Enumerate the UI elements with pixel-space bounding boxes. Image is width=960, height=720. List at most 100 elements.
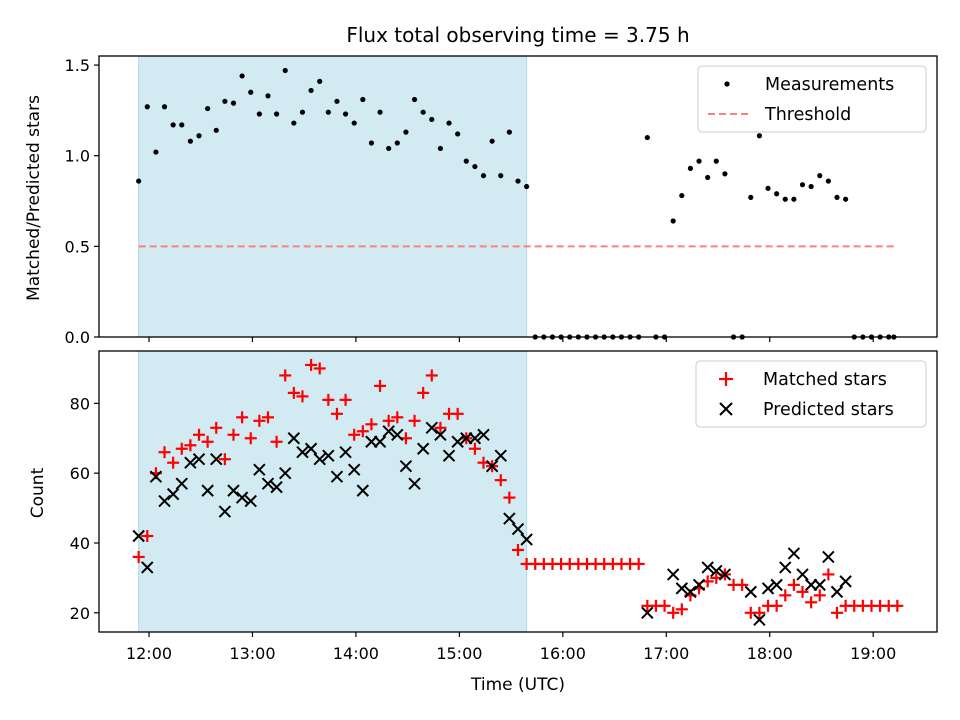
bottom-legend-box [695, 360, 927, 428]
matched-star-point [494, 474, 507, 487]
predicted-star-point [416, 442, 430, 455]
predicted-star-point [270, 480, 283, 494]
predicted-star-point [710, 564, 723, 578]
matched-star-point [270, 435, 283, 448]
predicted-star-point [304, 442, 318, 455]
predicted-star-point [425, 421, 438, 435]
predicted-star-point [313, 453, 326, 466]
predicted-star-point [770, 578, 783, 592]
matched-star-point [210, 421, 223, 434]
measurement-points [136, 67, 897, 340]
legend-threshold-label: Threshold [764, 105, 851, 125]
predicted-star-point [494, 449, 507, 462]
legend-predicted-label: Predicted stars [763, 400, 894, 420]
predicted-star-point [347, 463, 361, 476]
bottom-axes-frame [98, 350, 938, 633]
measurement-point [351, 120, 357, 126]
predicted-star-point [442, 449, 456, 462]
matched-star-point [339, 393, 352, 406]
measurement-point [282, 67, 288, 74]
y-tick-label: 60 [70, 464, 90, 483]
measurement-point [205, 105, 211, 112]
measurement-point [722, 171, 728, 177]
predicted-star-point [210, 453, 223, 466]
top-shaded-interval [138, 55, 528, 338]
matched-star-point [796, 585, 809, 598]
measurement-point [705, 174, 711, 181]
measurement-point [187, 138, 193, 144]
predicted-star-point [296, 446, 309, 459]
legend-measurements-label: Measurements [765, 75, 894, 95]
measurement-point [394, 140, 400, 146]
y-tick-label: 40 [70, 534, 90, 553]
matched-star-point [675, 603, 688, 616]
measurement-point [299, 109, 306, 115]
measurement-point [489, 138, 495, 144]
matched-star-point [253, 414, 266, 427]
matched-star-point [830, 606, 843, 619]
predicted-star-point [813, 578, 826, 592]
predicted-star-point [356, 484, 370, 497]
measurement-point [153, 149, 159, 155]
predicted-star-point [641, 606, 654, 620]
y-tick-label: 1.5 [65, 56, 90, 75]
predicted-star-point [244, 494, 257, 508]
measurement-point [196, 133, 202, 139]
predicted-star-point [822, 550, 835, 564]
measurement-point [437, 145, 444, 152]
predicted-star-point [149, 470, 163, 483]
predicted-star-point [330, 470, 344, 483]
matched-star-point [218, 453, 231, 466]
matched-star-point [408, 414, 421, 427]
measurement-point [248, 89, 254, 95]
predicted-star-point [227, 484, 240, 497]
matched-star-point [287, 386, 300, 399]
measurement-point [791, 196, 797, 202]
matched-star-point [503, 491, 516, 504]
predicted-star-point [158, 494, 171, 508]
measurement-point [480, 173, 487, 179]
top-axes-frame [98, 55, 938, 338]
matched-star-point [132, 550, 145, 563]
measurement-point [696, 158, 702, 164]
bottom-panel: 12:00 13:00 14:00 15:00 16:00 17:00 18:00 19:00… [28, 350, 938, 695]
matched-star-point [296, 390, 309, 403]
predicted-star-point [485, 459, 499, 473]
predicted-star-point [373, 435, 387, 448]
matched-star-point [201, 435, 214, 448]
measurement-point [644, 134, 650, 141]
predicted-star-point [382, 425, 395, 438]
matched-star-point [184, 439, 197, 452]
measurement-point [222, 98, 228, 104]
measurement-point [817, 173, 823, 179]
y-tick-label: 20 [70, 604, 90, 623]
predicted-star-point [796, 568, 809, 581]
measurement-point [136, 178, 142, 184]
measurement-point [308, 87, 314, 94]
legend-matched-label: Matched stars [763, 370, 887, 390]
measurement-point [170, 122, 176, 128]
measurement-point [411, 96, 418, 103]
predicted-star-point [434, 428, 447, 441]
predicted-star-point [753, 613, 766, 626]
matched-star-point [391, 411, 404, 424]
matched-star-point [322, 393, 335, 406]
predicted-star-point [787, 547, 801, 560]
predicted-star-point [339, 446, 352, 459]
measurement-point [230, 100, 237, 106]
measurement-point [782, 196, 788, 202]
predicted-star-point [287, 432, 301, 445]
legend-matched-marker [719, 372, 733, 386]
matched-star-point [141, 530, 154, 543]
predicted-star-point [761, 582, 775, 595]
measurement-point [403, 129, 409, 135]
measurement-point [834, 194, 840, 201]
measurement-point [360, 96, 366, 103]
matched-star-point [779, 589, 792, 602]
matched-star-point [632, 557, 645, 570]
measurement-point [687, 165, 694, 171]
measurement-point [386, 145, 392, 152]
measurement-point [368, 140, 375, 146]
predicted-star-point [503, 512, 516, 525]
